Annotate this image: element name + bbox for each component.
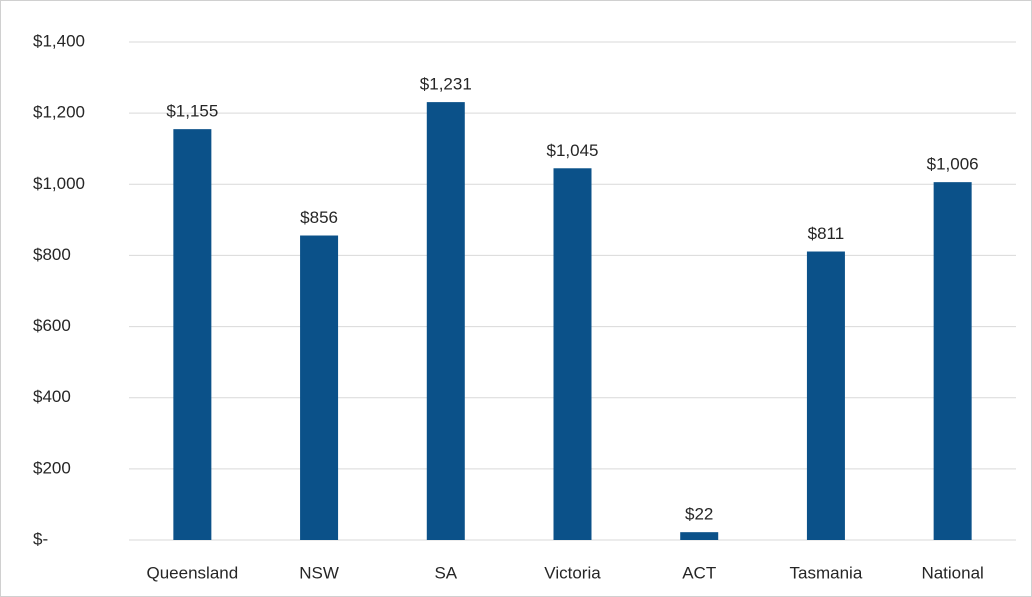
y-tick-label: $800 bbox=[33, 245, 71, 264]
bar bbox=[553, 168, 592, 540]
y-tick-label: $1,200 bbox=[33, 103, 85, 122]
y-tick-label: $1,400 bbox=[33, 31, 85, 50]
value-label: $811 bbox=[808, 224, 845, 243]
bar bbox=[173, 129, 212, 540]
y-tick-label: $200 bbox=[33, 458, 71, 477]
value-label: $1,231 bbox=[420, 75, 472, 94]
bar bbox=[426, 102, 465, 540]
bar bbox=[680, 532, 719, 540]
x-tick-label: NSW bbox=[299, 563, 339, 582]
x-tick-label: Tasmania bbox=[790, 563, 863, 582]
y-tick-label: $400 bbox=[33, 387, 71, 406]
value-label: $22 bbox=[685, 505, 713, 524]
value-label: $856 bbox=[300, 208, 338, 227]
y-tick-label: $600 bbox=[33, 316, 71, 335]
bar bbox=[806, 251, 845, 540]
value-label: $1,155 bbox=[166, 102, 218, 121]
value-label: $1,045 bbox=[547, 141, 599, 160]
x-tick-label: Queensland bbox=[147, 563, 239, 582]
x-tick-label: Victoria bbox=[544, 563, 601, 582]
y-tick-label: $1,000 bbox=[33, 174, 85, 193]
x-tick-label: ACT bbox=[682, 563, 716, 582]
bar bbox=[300, 235, 339, 540]
y-tick-label: $- bbox=[33, 529, 48, 548]
bar bbox=[933, 182, 972, 540]
x-tick-label: National bbox=[921, 563, 983, 582]
value-label: $1,006 bbox=[927, 155, 979, 174]
x-tick-label: SA bbox=[434, 563, 457, 582]
